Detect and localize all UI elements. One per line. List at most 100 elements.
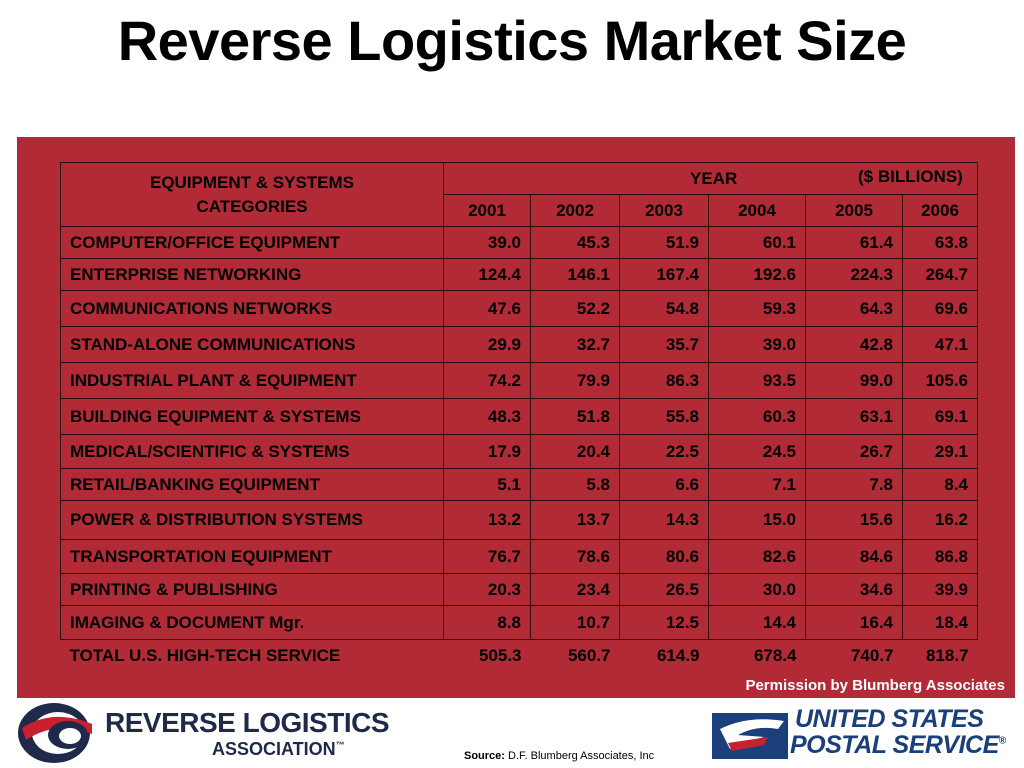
table-row: IMAGING & DOCUMENT Mgr. 8.8 10.7 12.5 14.4 16… (60, 605, 978, 640)
row-value-2001: 17.9 (443, 434, 531, 469)
table-row: PRINTING & PUBLISHING 20.3 23.4 26.5 30.0 34.… (60, 573, 978, 606)
row-value-2006: 105.6 (902, 362, 978, 399)
year-header-2002: 2002 (530, 194, 620, 227)
row-category: POWER & DISTRIBUTION SYSTEMS (60, 500, 444, 540)
rla-logo-text-line1: REVERSE LOGISTICS (105, 707, 390, 738)
row-value-2001: 13.2 (443, 500, 531, 540)
row-value-2002: 52.2 (530, 290, 620, 327)
header-category-cell: EQUIPMENT & SYSTEMS CATEGORIES (60, 162, 444, 227)
row-value-2002: 146.1 (530, 258, 620, 291)
row-value-2006: 69.6 (902, 290, 978, 327)
header-year-cell: YEAR ($ BILLIONS) (443, 162, 978, 195)
row-value-2005: 63.1 (805, 398, 903, 435)
row-value-2002: 79.9 (530, 362, 620, 399)
row-value-2005: 42.8 (805, 326, 903, 363)
row-category: RETAIL/BANKING EQUIPMENT (60, 468, 444, 501)
table-year-row: 2001 2002 2003 2004 2005 2006 (61, 194, 978, 227)
table-row: COMPUTER/OFFICE EQUIPMENT 39.0 45.3 51.9 60.… (60, 226, 978, 259)
source-text: D.F. Blumberg Associates, Inc (508, 750, 655, 762)
row-value-2001: 8.8 (443, 605, 531, 640)
row-value-2004: 15.0 (708, 500, 806, 540)
row-value-2006: 86.8 (902, 539, 978, 574)
header-category-line1: EQUIPMENT & SYSTEMS (149, 172, 355, 192)
row-value-2006: 29.1 (902, 434, 978, 469)
row-value-2002: 51.8 (530, 398, 620, 435)
row-value-2001: 48.3 (443, 398, 531, 435)
unit-label: ($ BILLIONS) (858, 167, 963, 186)
row-value-2003: 14.3 (619, 500, 709, 540)
row-value-2005: 34.6 (805, 573, 903, 606)
row-category: COMPUTER/OFFICE EQUIPMENT (60, 226, 444, 259)
year-header-2004: 2004 (708, 194, 806, 227)
row-value-2001: 20.3 (443, 573, 531, 606)
usps-logo-reg: ® (998, 735, 1006, 747)
row-value-2004: 60.3 (708, 398, 806, 435)
row-value-2003: 54.8 (619, 290, 709, 327)
row-value-2001: 39.0 (443, 226, 531, 259)
row-value-2005: 84.6 (805, 539, 903, 574)
row-value-2005: 7.8 (805, 468, 903, 501)
rla-logo-tm: ™ (335, 740, 345, 750)
table-row: BUILDING EQUIPMENT & SYSTEMS 48.3 51.8 55.8… (60, 398, 978, 435)
table-row: POWER & DISTRIBUTION SYSTEMS 13.2 13.7 14.3… (60, 500, 978, 540)
row-value-2004: 59.3 (708, 290, 806, 327)
row-category: ENTERPRISE NETWORKING (60, 258, 444, 291)
total-value-2001: 505.3 (478, 645, 522, 665)
slide-title: Reverse Logistics Market Size (117, 9, 907, 72)
row-value-2003: 12.5 (619, 605, 709, 640)
usps-logo-text-line2: POSTAL SERVICE® (790, 731, 1006, 760)
row-value-2001: 76.7 (443, 539, 531, 574)
row-category: INDUSTRIAL PLANT & EQUIPMENT (60, 362, 444, 399)
row-value-2003: 167.4 (619, 258, 709, 291)
row-value-2006: 63.8 (902, 226, 978, 259)
row-value-2002: 5.8 (530, 468, 620, 501)
row-value-2006: 47.1 (902, 326, 978, 363)
header-category-line2: CATEGORIES (196, 196, 308, 216)
row-value-2003: 35.7 (619, 326, 709, 363)
row-value-2004: 24.5 (708, 434, 806, 469)
year-header-2006: 2006 (902, 194, 978, 227)
row-value-2004: 93.5 (708, 362, 806, 399)
row-value-2005: 16.4 (805, 605, 903, 640)
row-value-2004: 7.1 (708, 468, 806, 501)
rla-logo-association: ASSOCIATION (212, 739, 336, 759)
total-value-2003: 614.9 (656, 645, 700, 665)
permission-note: Permission by Blumberg Associates (745, 677, 1005, 694)
row-category: MEDICAL/SCIENTIFIC & SYSTEMS (60, 434, 444, 469)
table-header-row: EQUIPMENT & SYSTEMS CATEGORIES YEAR ($ B… (60, 162, 978, 227)
usps-logo-postal-service: POSTAL SERVICE (790, 731, 999, 759)
table-row: RETAIL/BANKING EQUIPMENT 5.1 5.8 6.6 7.1 7.8 8… (60, 468, 978, 501)
market-size-panel: EQUIPMENT & SYSTEMS CATEGORIES YEAR ($ B… (17, 137, 1015, 698)
year-label: YEAR (690, 169, 738, 188)
total-value-2006: 818.7 (925, 645, 969, 665)
row-value-2003: 26.5 (619, 573, 709, 606)
row-category: PRINTING & PUBLISHING (60, 573, 444, 606)
year-header-2001: 2001 (443, 194, 531, 227)
row-category: BUILDING EQUIPMENT & SYSTEMS (60, 398, 444, 435)
row-value-2006: 16.2 (902, 500, 978, 540)
row-value-2004: 30.0 (708, 573, 806, 606)
row-value-2006: 264.7 (902, 258, 978, 291)
total-value-2005: 740.7 (850, 645, 894, 665)
row-value-2003: 55.8 (619, 398, 709, 435)
row-value-2005: 15.6 (805, 500, 903, 540)
market-size-table: EQUIPMENT & SYSTEMS CATEGORIES YEAR ($ B… (60, 162, 978, 671)
source-label: Source: (464, 750, 505, 762)
row-value-2001: 5.1 (443, 468, 531, 501)
row-category: STAND-ALONE COMMUNICATIONS (60, 326, 444, 363)
row-value-2002: 45.3 (530, 226, 620, 259)
row-value-2006: 39.9 (902, 573, 978, 606)
row-value-2004: 82.6 (708, 539, 806, 574)
table-row: STAND-ALONE COMMUNICATIONS 29.9 32.7 35.7 39… (60, 326, 978, 363)
source-note: Source: D.F. Blumberg Associates, Inc (464, 750, 654, 762)
rla-logo-text-line2: ASSOCIATION™ (212, 739, 345, 760)
row-value-2005: 99.0 (805, 362, 903, 399)
row-value-2001: 74.2 (443, 362, 531, 399)
row-value-2006: 8.4 (902, 468, 978, 501)
row-value-2004: 192.6 (708, 258, 806, 291)
row-value-2003: 51.9 (619, 226, 709, 259)
row-value-2004: 60.1 (708, 226, 806, 259)
table-row: COMMUNICATIONS NETWORKS 47.6 52.2 54.8 59.3 6… (60, 290, 978, 327)
row-category: TRANSPORTATION EQUIPMENT (60, 539, 444, 574)
row-category: IMAGING & DOCUMENT Mgr. (60, 605, 444, 640)
